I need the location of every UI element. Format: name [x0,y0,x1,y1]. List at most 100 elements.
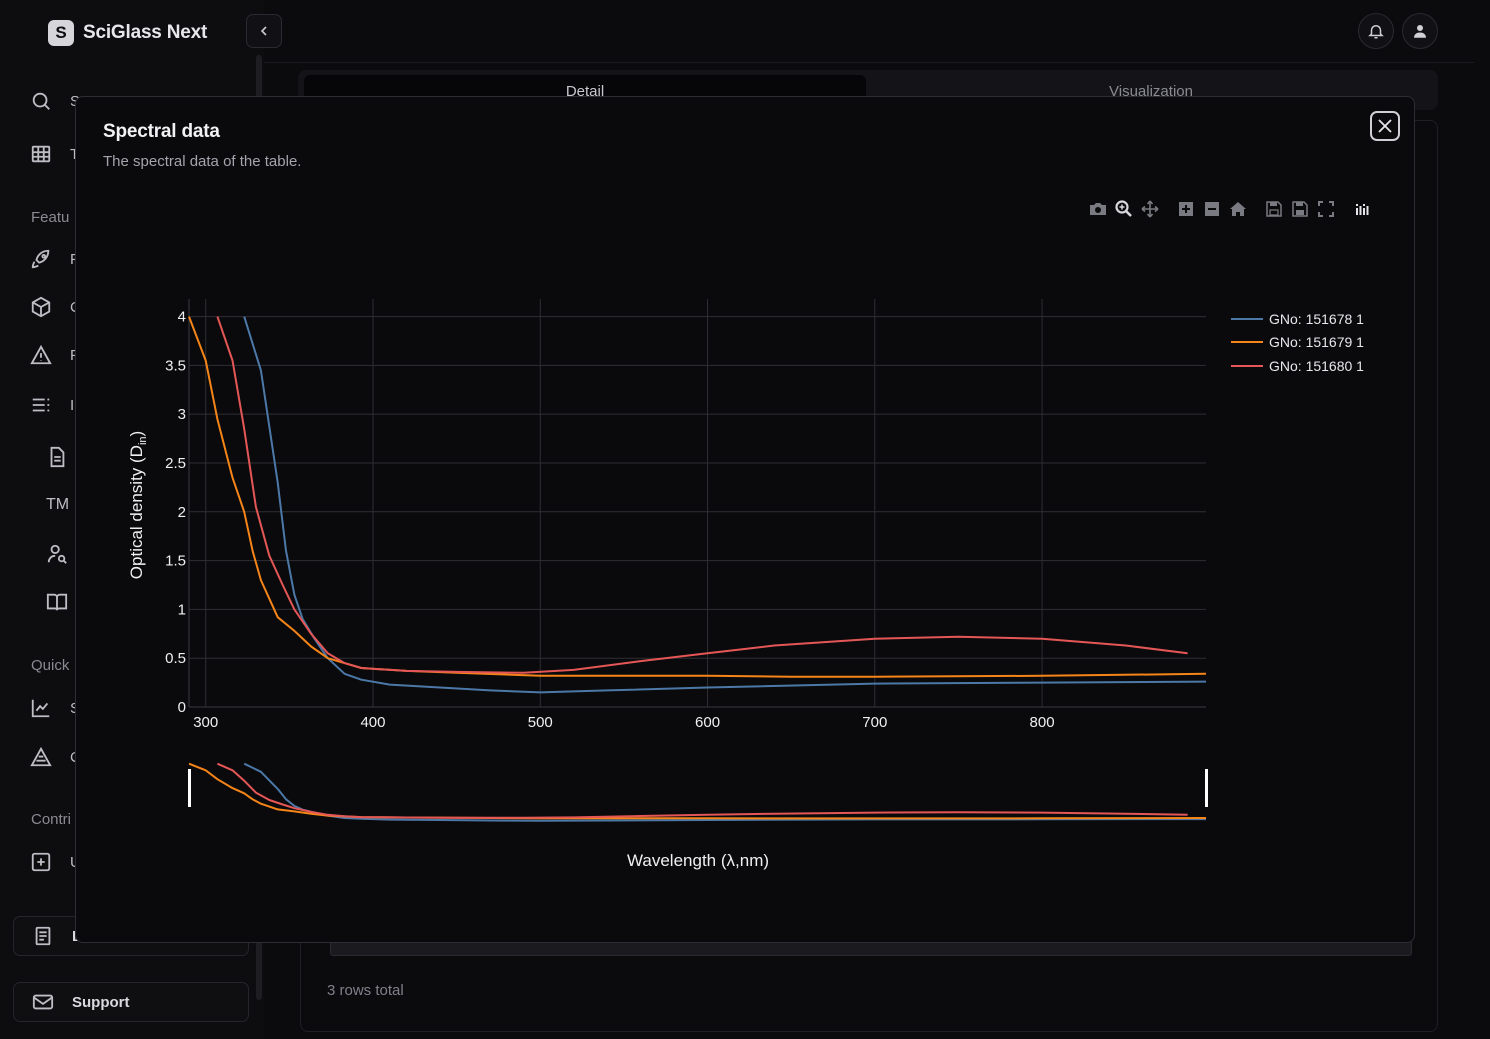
document-icon [50,446,65,468]
sidebar-item-table[interactable]: T [30,143,79,165]
sidebar-item-warning[interactable]: F [30,344,79,366]
chart-legend: GNo: 151678 1 GNo: 151679 1 GNo: 151680 1 [1231,307,1364,378]
legend-label: GNo: 151679 1 [1269,334,1364,351]
range-handle-left [188,769,191,807]
zoom-icon [1115,200,1132,217]
sidebar-subitem-user-search[interactable] [46,543,68,570]
legend-swatch [1231,317,1263,320]
y-axis-title-sub: in [137,436,149,445]
chart-ticks: 0 0.5 1 1.5 2 2.5 3 3.5 4 300 400 500 600 700 800 [165,309,1054,731]
brand-name: SciGlass Next [83,22,208,43]
spectral-chart[interactable]: 0 0.5 1 1.5 2 2.5 3 3.5 4 300 400 500 600 700 800 Wave… [76,97,1414,942]
user-menu-button[interactable] [1402,13,1438,49]
home-icon [1230,202,1246,216]
dialog-title: Spectral data [103,121,220,142]
plus-square-icon [31,852,51,872]
legend-item[interactable]: GNo: 151678 1 [1231,307,1364,331]
support-button[interactable]: Support [13,982,249,1022]
y-tick-label: 3 [178,406,186,423]
support-button-label: Support [72,993,130,1011]
user-search-icon [47,544,67,564]
range-series-line [216,762,1188,819]
y-tick-label: 3.5 [165,357,186,374]
x-tick-label: 700 [862,714,887,731]
sidebar-item-chart[interactable]: S [30,697,80,719]
sidebar-item-label: I [70,396,75,414]
sidebar-collapse-button[interactable] [246,14,282,48]
zoom-in-icon [1179,202,1193,216]
zoom-out-icon [1205,202,1219,216]
x-tick-label: 500 [528,714,553,731]
range-slider[interactable] [188,762,1208,822]
save-icon [1266,201,1282,217]
zoom-button[interactable] [1115,200,1133,218]
pan-button[interactable] [1141,200,1159,218]
sidebar-subitem-tm[interactable]: TM [46,496,70,513]
bell-icon [1368,25,1384,39]
list-icon [32,398,50,412]
fullscreen-button[interactable] [1317,200,1335,218]
series-line [243,316,1207,694]
tab-visualization[interactable]: Visualization [1109,83,1193,100]
y-axis-title-close: ) [127,431,146,437]
sidebar-subitem-document[interactable] [46,446,68,473]
chart-line-icon [31,699,50,718]
legend-label: GNo: 151680 1 [1269,357,1364,374]
brand-logo: S [48,20,74,46]
zoom-out-button[interactable] [1203,200,1221,218]
series-line [188,316,1207,678]
y-tick-label: 1 [178,601,186,618]
topbar-divider [264,62,1474,63]
y-tick-label: 0.5 [165,650,186,667]
x-tick-label: 800 [1030,714,1055,731]
chart-series [188,316,1207,694]
sidebar-item-list[interactable]: I [30,394,74,416]
sidebar-item-triangle[interactable]: C [30,746,81,768]
y-tick-label: 2.5 [165,455,186,472]
x-tick-label: 300 [193,714,218,731]
sidebar-item-label: F [70,347,79,364]
section-label-features: Featu [31,209,70,226]
sidebar-subitem-book[interactable] [46,591,68,618]
x-tick-label: 400 [360,714,385,731]
spectral-data-dialog: Spectral data The spectral data of the t… [75,96,1415,943]
brand[interactable]: S SciGlass Next [48,20,207,46]
sidebar-item-search[interactable]: S [30,90,80,112]
close-button[interactable] [1370,111,1400,141]
sidebar-item-label: T [70,146,79,163]
y-tick-label: 4 [178,309,186,326]
triangle-icon [30,746,52,767]
y-axis-title-main: Optical density (D [127,445,146,579]
table-icon [31,145,51,163]
plotly-logo-icon [1356,204,1369,215]
x-axis-title: Wavelength (λ,nm) [627,851,769,870]
y-axis-title: Optical density (Din) [127,431,149,579]
dialog-description: The spectral data of the table. [103,153,302,170]
range-series-line [243,762,1207,822]
notifications-button[interactable] [1358,13,1394,49]
chart-grid [188,299,1206,708]
reset-axes-button[interactable] [1229,200,1247,218]
save-icon [1292,201,1308,217]
plot-modebar [1089,199,1379,219]
legend-swatch [1231,341,1263,344]
book-icon [46,593,68,611]
sidebar-item-cube[interactable]: C [30,296,81,318]
legend-item[interactable]: GNo: 151680 1 [1231,354,1364,378]
plotly-logo[interactable] [1353,200,1371,218]
range-series-line [188,762,1207,820]
save-alt-button[interactable] [1291,200,1309,218]
rocket-icon [31,249,50,269]
zoom-in-button[interactable] [1177,200,1195,218]
series-line [216,316,1188,674]
sidebar-item-rocket[interactable]: F [30,248,79,270]
sidebar-item-upload[interactable]: U [30,851,81,873]
section-label-contrib: Contri [31,811,72,828]
legend-swatch [1231,364,1263,367]
save-button[interactable] [1265,200,1283,218]
legend-label: GNo: 151678 1 [1269,310,1364,327]
chevron-left-icon [260,26,267,36]
legend-item[interactable]: GNo: 151679 1 [1231,331,1364,355]
camera-button[interactable] [1089,200,1107,218]
camera-icon [1090,203,1106,215]
